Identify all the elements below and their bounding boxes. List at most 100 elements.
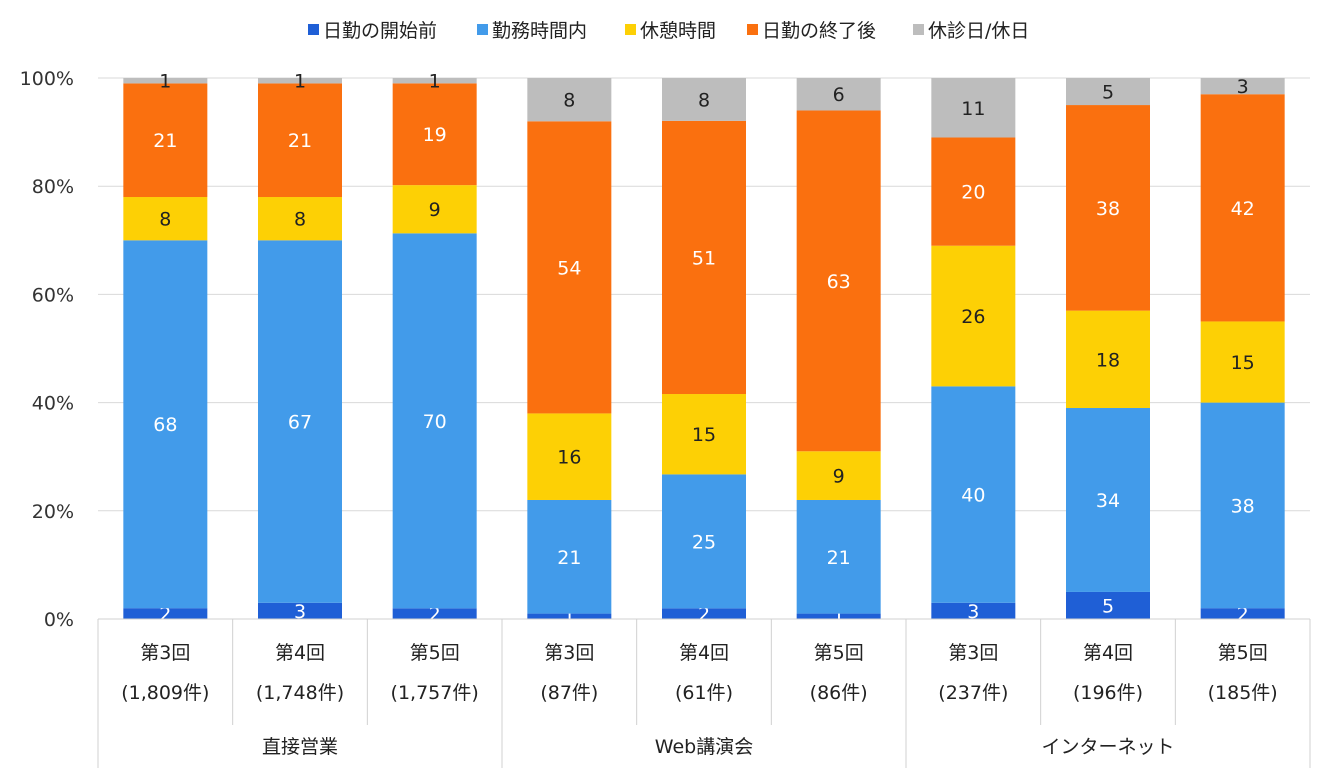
data-label: 1 bbox=[429, 71, 441, 93]
data-label: 2 bbox=[429, 604, 441, 626]
data-label: 34 bbox=[1096, 490, 1120, 512]
bar-segment bbox=[796, 613, 881, 619]
data-label: 2 bbox=[159, 604, 171, 626]
data-label: 68 bbox=[153, 414, 177, 436]
x-group-label: Web講演会 bbox=[655, 736, 753, 758]
data-label: 21 bbox=[153, 130, 177, 152]
data-label: 63 bbox=[827, 271, 851, 293]
bar-segment bbox=[796, 451, 881, 500]
legend-item: 休診日/休日 bbox=[928, 20, 1029, 42]
legend-swatch bbox=[747, 24, 758, 35]
bar-segment bbox=[258, 83, 342, 198]
data-label: 40 bbox=[961, 485, 985, 507]
bar-segment bbox=[392, 233, 477, 609]
x-category-round: 第4回 bbox=[679, 642, 729, 664]
bar-segment bbox=[392, 83, 477, 186]
bar-segment bbox=[527, 499, 612, 614]
bar-segment bbox=[931, 602, 1016, 619]
data-label: 9 bbox=[429, 199, 441, 221]
x-category-count: (237件) bbox=[938, 682, 1008, 704]
bar-segment bbox=[931, 78, 1016, 138]
data-label: 38 bbox=[1096, 198, 1120, 220]
x-category-count: (87件) bbox=[540, 682, 598, 704]
bar-segment bbox=[258, 240, 342, 603]
data-label: 5 bbox=[1102, 82, 1114, 104]
bar-segment bbox=[1066, 408, 1150, 592]
bar-segment bbox=[1200, 78, 1285, 95]
data-label: 3 bbox=[294, 601, 306, 623]
y-tick-label: 100% bbox=[20, 68, 74, 90]
bar-segment bbox=[123, 608, 208, 619]
data-label: 26 bbox=[961, 306, 985, 328]
bar-segment bbox=[1200, 94, 1285, 322]
x-category-count: (1,748件) bbox=[256, 682, 344, 704]
data-label: 2 bbox=[1237, 604, 1249, 626]
data-label: 8 bbox=[159, 209, 171, 231]
data-label: 1 bbox=[294, 71, 306, 93]
bar-segment bbox=[123, 83, 208, 198]
x-category-count: (185件) bbox=[1208, 682, 1278, 704]
data-label: 67 bbox=[288, 412, 312, 434]
data-label: 3 bbox=[967, 601, 979, 623]
data-label: 8 bbox=[698, 89, 710, 111]
bar-segment bbox=[1066, 78, 1150, 106]
data-label: 21 bbox=[827, 547, 851, 569]
data-label: 9 bbox=[833, 466, 845, 488]
legend-swatch bbox=[308, 24, 319, 35]
legend-swatch bbox=[625, 24, 636, 35]
data-label: 11 bbox=[961, 98, 985, 120]
data-label: 21 bbox=[288, 130, 312, 152]
bar-segment bbox=[662, 78, 746, 121]
legend-swatch bbox=[913, 24, 924, 35]
bar-segment bbox=[796, 499, 881, 614]
data-label: 38 bbox=[1231, 495, 1255, 517]
bar-segment bbox=[662, 474, 746, 609]
bar-segment bbox=[527, 613, 612, 619]
bar-segment bbox=[527, 78, 612, 122]
data-label: 2 bbox=[698, 604, 710, 626]
legend-swatch bbox=[477, 24, 488, 35]
legend-item: 日勤の開始前 bbox=[323, 20, 437, 42]
bar-segment bbox=[1200, 608, 1285, 619]
data-label: 42 bbox=[1231, 198, 1255, 220]
data-label: 1 bbox=[159, 71, 171, 93]
x-category-count: (1,809件) bbox=[121, 682, 209, 704]
x-category-round: 第3回 bbox=[948, 642, 998, 664]
bar-segment bbox=[527, 121, 612, 414]
legend-item: 日勤の終了後 bbox=[762, 20, 876, 42]
data-label: 5 bbox=[1102, 595, 1114, 617]
bar-segment bbox=[931, 245, 1016, 387]
y-tick-label: 20% bbox=[32, 501, 74, 523]
bar-segment bbox=[258, 78, 342, 84]
data-label: 20 bbox=[961, 182, 985, 204]
x-category-count: (196件) bbox=[1073, 682, 1143, 704]
bar-segment bbox=[527, 413, 612, 500]
bar-segment bbox=[1066, 105, 1150, 311]
x-category-round: 第5回 bbox=[814, 642, 864, 664]
x-category-round: 第3回 bbox=[544, 642, 594, 664]
bar-segment bbox=[662, 120, 746, 395]
y-tick-label: 60% bbox=[32, 284, 74, 306]
data-label: 15 bbox=[1231, 352, 1255, 374]
bar-segment bbox=[931, 386, 1016, 603]
bar-segment bbox=[258, 602, 342, 619]
bar-segment bbox=[1066, 310, 1150, 409]
bar-segment bbox=[796, 78, 881, 111]
data-label: 16 bbox=[557, 447, 581, 469]
legend-item: 勤務時間内 bbox=[492, 20, 587, 42]
x-group-label: インターネット bbox=[1041, 736, 1174, 758]
data-label: 8 bbox=[563, 90, 575, 112]
bar-segment bbox=[796, 110, 881, 452]
data-label: 15 bbox=[692, 424, 716, 446]
x-category-round: 第4回 bbox=[275, 642, 325, 664]
bar-segment bbox=[1200, 321, 1285, 403]
data-label: 70 bbox=[423, 411, 447, 433]
legend-item: 休憩時間 bbox=[640, 20, 716, 42]
y-tick-label: 0% bbox=[44, 609, 74, 631]
bar-segment bbox=[392, 608, 477, 619]
data-label: 21 bbox=[557, 547, 581, 569]
bar-segment bbox=[662, 394, 746, 475]
x-group-label: 直接営業 bbox=[262, 736, 338, 758]
bar-segment bbox=[123, 240, 208, 609]
